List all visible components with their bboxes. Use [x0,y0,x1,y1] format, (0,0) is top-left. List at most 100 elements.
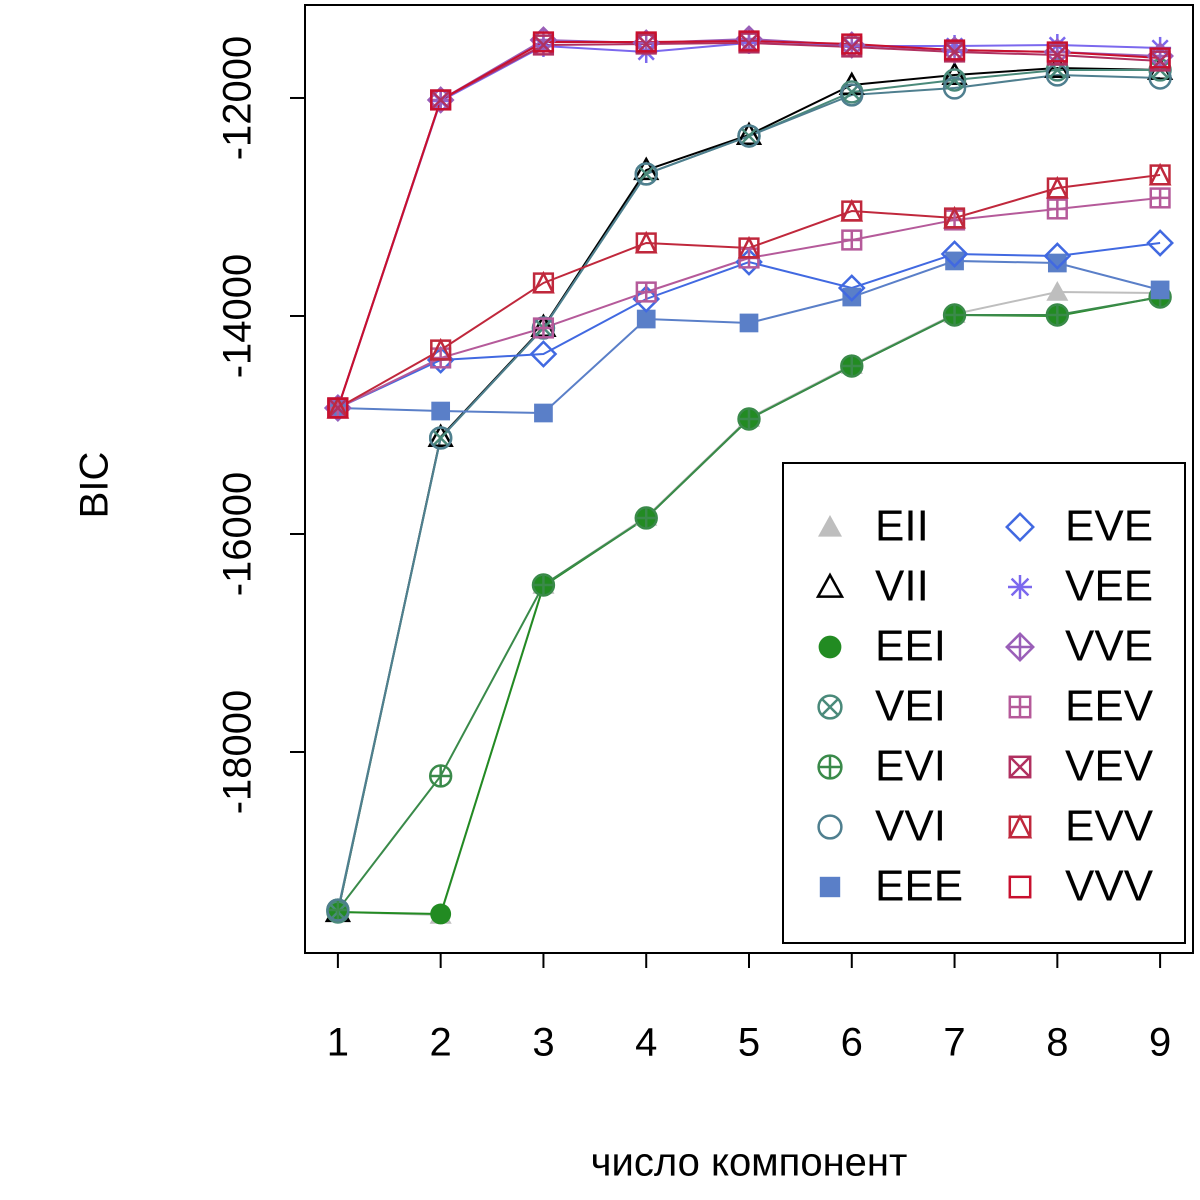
marker-shape [634,162,658,186]
legend-label: EEI [875,622,946,671]
marker-shape [737,235,761,259]
marker-shape [943,205,966,229]
marker-shape [942,68,967,92]
point-marker [841,229,863,251]
point-marker [735,121,763,145]
marker-shape [532,270,555,294]
legend-label: VVE [1065,622,1153,671]
point-marker [532,317,555,339]
marker-stroke [432,429,449,447]
marker-shape [1047,253,1067,273]
point-marker [430,903,452,925]
marker-shape [532,31,555,53]
legend-label: VII [875,562,929,611]
point-marker [737,124,761,148]
legend-marker [817,814,843,840]
marker-shape [943,39,966,61]
marker-shape [818,515,842,537]
point-marker [841,33,863,55]
legend-marker [815,572,845,598]
series-line [336,41,1161,409]
marker-shape [815,572,845,598]
marker-shape [817,814,843,840]
point-marker [1146,229,1174,257]
x-tick-label: 8 [1046,1021,1068,1065]
point-marker [635,281,657,303]
marker-shape [940,240,969,268]
marker-stroke [1010,577,1030,597]
point-marker [1046,198,1068,220]
legend-marker [1008,755,1032,779]
marker-shape [534,403,553,423]
marker-shape [633,156,660,181]
point-marker [531,573,556,597]
point-marker [633,156,660,181]
y-tick-label: -18000 [216,690,260,815]
legend-label: EEE [875,862,963,911]
marker-shape [1005,512,1035,542]
point-marker [840,83,864,107]
marker-shape [430,903,452,925]
point-marker [943,39,966,61]
marker-shape [735,121,763,145]
x-tick-label: 4 [635,1021,657,1065]
series-line [336,41,1161,409]
point-marker [840,198,864,222]
marker-shape [529,340,558,368]
marker-stroke [946,71,963,89]
marker-shape [817,694,843,720]
legend-label: EEV [1065,682,1154,731]
marker-shape [429,337,453,361]
y-tick-label: -12000 [216,36,260,161]
marker-shape [842,287,862,307]
legend-label: EVE [1065,502,1153,551]
point-marker [428,764,453,788]
point-marker [635,31,657,53]
marker-stroke [740,127,758,145]
point-marker [942,68,967,92]
marker-shape [634,230,658,254]
point-marker [327,397,349,419]
point-marker [634,230,658,254]
marker-shape [841,33,863,55]
x-axis-label: число компонент [591,1141,908,1185]
legend-marker [817,754,843,780]
legend-marker [818,635,842,659]
point-marker [634,506,658,530]
point-marker [430,89,452,111]
x-tick-label: 7 [943,1021,965,1065]
marker-shape [1046,281,1069,301]
marker-stroke [821,698,839,716]
marker-shape [819,876,841,898]
marker-shape [1008,875,1032,899]
point-marker [840,354,864,378]
marker-shape [739,313,759,333]
marker-shape [818,635,842,659]
marker-shape [428,426,453,450]
point-marker [737,407,761,431]
point-marker [326,898,350,922]
series-line [337,173,1161,409]
point-marker [1149,187,1171,209]
marker-shape [1148,162,1172,186]
point-marker [427,423,454,448]
marker-shape [942,76,967,100]
x-tick-label: 3 [532,1021,554,1065]
point-marker [634,162,658,186]
y-tick-label: -16000 [216,472,260,597]
legend-marker [1008,875,1032,899]
marker-shape [326,898,350,922]
point-marker [428,426,453,450]
x-tick-label: 1 [327,1021,349,1065]
marker-shape [327,397,349,419]
marker-stroke [1008,755,1032,779]
point-marker [636,309,656,329]
point-marker [1149,47,1171,69]
marker-shape [1008,755,1032,779]
y-tick-label: -14000 [216,254,260,379]
marker-stroke [637,165,655,183]
point-marker [738,30,760,52]
legend: EII VII EEI VEI EVI VVI EEE EVE VEE VVE EEV VEV EVV V… [782,462,1186,944]
marker-shape [1150,280,1170,300]
